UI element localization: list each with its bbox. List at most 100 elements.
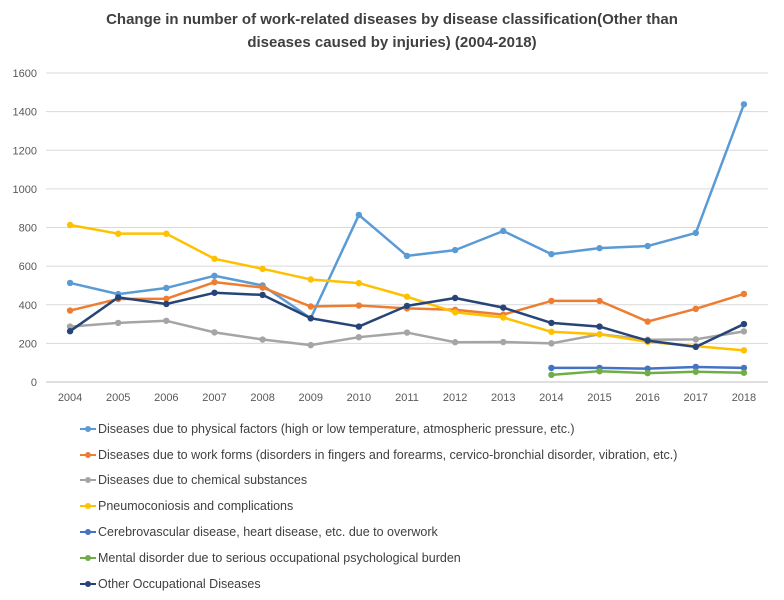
x-tick-label: 2004 xyxy=(58,392,82,404)
y-tick-label: 400 xyxy=(19,300,37,312)
data-point xyxy=(596,331,603,338)
data-point xyxy=(740,364,748,372)
legend-item: Mental disorder due to serious occupatio… xyxy=(80,545,677,571)
data-point xyxy=(403,302,411,310)
legend-label: Mental disorder due to serious occupatio… xyxy=(98,550,461,565)
y-tick-label: 1200 xyxy=(13,145,37,157)
data-point xyxy=(548,319,555,327)
data-point xyxy=(355,279,363,287)
legend-marker-icon xyxy=(80,450,96,460)
x-tick-label: 2017 xyxy=(684,392,708,404)
data-point xyxy=(355,323,363,330)
data-point xyxy=(307,315,314,322)
line-chart: 0 200 400 600 800 1000 1200 1400 1600 2004 2005 20… xyxy=(13,68,768,404)
data-point xyxy=(115,319,122,327)
data-point xyxy=(644,369,651,377)
legend-marker-icon xyxy=(80,424,96,434)
chart-title-line-2: diseases caused by injuries) (2004-2018) xyxy=(247,34,537,51)
data-point xyxy=(307,303,314,310)
data-point xyxy=(115,294,122,301)
x-tick-label: 2014 xyxy=(539,392,563,404)
data-point xyxy=(211,329,218,336)
data-point xyxy=(307,341,314,349)
data-point xyxy=(163,317,170,324)
y-tick-label: 200 xyxy=(19,338,37,350)
legend-marker-icon xyxy=(80,579,96,589)
x-tick-label: 2018 xyxy=(732,392,756,404)
legend-label: Diseases due to chemical substances xyxy=(98,473,308,488)
x-tick-label: 2016 xyxy=(635,392,659,404)
legend-item: Cerebrovascular disease, heart disease, … xyxy=(80,519,677,545)
x-axis-tick-labels: 2004 2005 2006 2007 2008 2009 2010 2011 2012 2013… xyxy=(58,392,756,404)
data-point xyxy=(259,265,266,273)
y-tick-label: 600 xyxy=(19,261,37,273)
data-point xyxy=(259,336,266,343)
x-tick-label: 2005 xyxy=(106,392,130,404)
data-point xyxy=(307,276,314,283)
data-point xyxy=(740,347,748,354)
y-tick-label: 1000 xyxy=(13,184,37,196)
data-point xyxy=(211,255,218,262)
data-point xyxy=(163,300,170,308)
legend-label: Diseases due to physical factors (high o… xyxy=(98,421,575,436)
series-7 xyxy=(66,289,748,351)
data-point xyxy=(596,367,603,375)
legend-marker-icon xyxy=(80,553,96,563)
chart-title-line-1: Change in number of work-related disease… xyxy=(106,11,678,28)
series-line xyxy=(68,103,746,320)
data-point xyxy=(403,329,411,336)
legend-marker-icon xyxy=(80,501,96,511)
data-point xyxy=(211,278,218,286)
x-tick-label: 2008 xyxy=(250,392,274,404)
y-tick-label: 0 xyxy=(31,377,37,389)
data-point xyxy=(548,328,555,335)
data-point xyxy=(451,309,459,316)
data-point xyxy=(548,250,555,258)
data-point xyxy=(644,365,651,372)
data-point xyxy=(66,323,74,330)
data-point xyxy=(548,340,555,347)
legend-item: Diseases due to work forms (disorders in… xyxy=(80,442,677,468)
x-tick-label: 2012 xyxy=(443,392,467,404)
legend-item: Pneumoconiosis and complications xyxy=(80,493,677,519)
data-point xyxy=(500,338,507,346)
data-point xyxy=(66,307,74,314)
data-point xyxy=(692,305,699,313)
data-point xyxy=(740,328,748,335)
legend-item: Diseases due to physical factors (high o… xyxy=(80,416,677,442)
data-point xyxy=(451,294,459,302)
data-point xyxy=(66,221,74,229)
data-point xyxy=(740,320,748,328)
data-point xyxy=(692,336,699,343)
series-lines xyxy=(66,101,748,379)
data-point xyxy=(403,252,411,260)
data-point xyxy=(163,295,170,302)
y-tick-label: 800 xyxy=(19,223,37,235)
legend-label: Cerebrovascular disease, heart disease, … xyxy=(98,525,438,540)
data-point xyxy=(355,302,363,309)
data-point xyxy=(548,371,555,379)
data-point xyxy=(740,101,748,108)
data-point xyxy=(451,246,459,254)
data-point xyxy=(596,244,603,252)
data-point xyxy=(211,289,218,296)
y-axis-tick-labels: 0 200 400 600 800 1000 1200 1400 1600 xyxy=(13,68,37,389)
data-point xyxy=(740,290,748,298)
data-point xyxy=(644,337,651,344)
data-point xyxy=(66,328,74,335)
legend-label: Diseases due to work forms (disorders in… xyxy=(98,447,678,462)
data-point xyxy=(355,211,363,219)
legend-marker-icon xyxy=(80,527,96,537)
y-tick-label: 1400 xyxy=(13,107,37,119)
y-tick-label: 1600 xyxy=(13,68,37,80)
data-point xyxy=(596,323,603,330)
legend-label: Pneumoconiosis and complications xyxy=(98,499,294,514)
x-tick-label: 2010 xyxy=(347,392,371,404)
data-point xyxy=(548,364,555,372)
legend: Diseases due to physical factors (high o… xyxy=(80,416,677,597)
data-point xyxy=(355,333,363,341)
data-point xyxy=(500,227,507,235)
x-tick-label: 2013 xyxy=(491,392,515,404)
legend-item: Diseases due to chemical substances xyxy=(80,468,677,494)
data-point xyxy=(211,272,218,279)
